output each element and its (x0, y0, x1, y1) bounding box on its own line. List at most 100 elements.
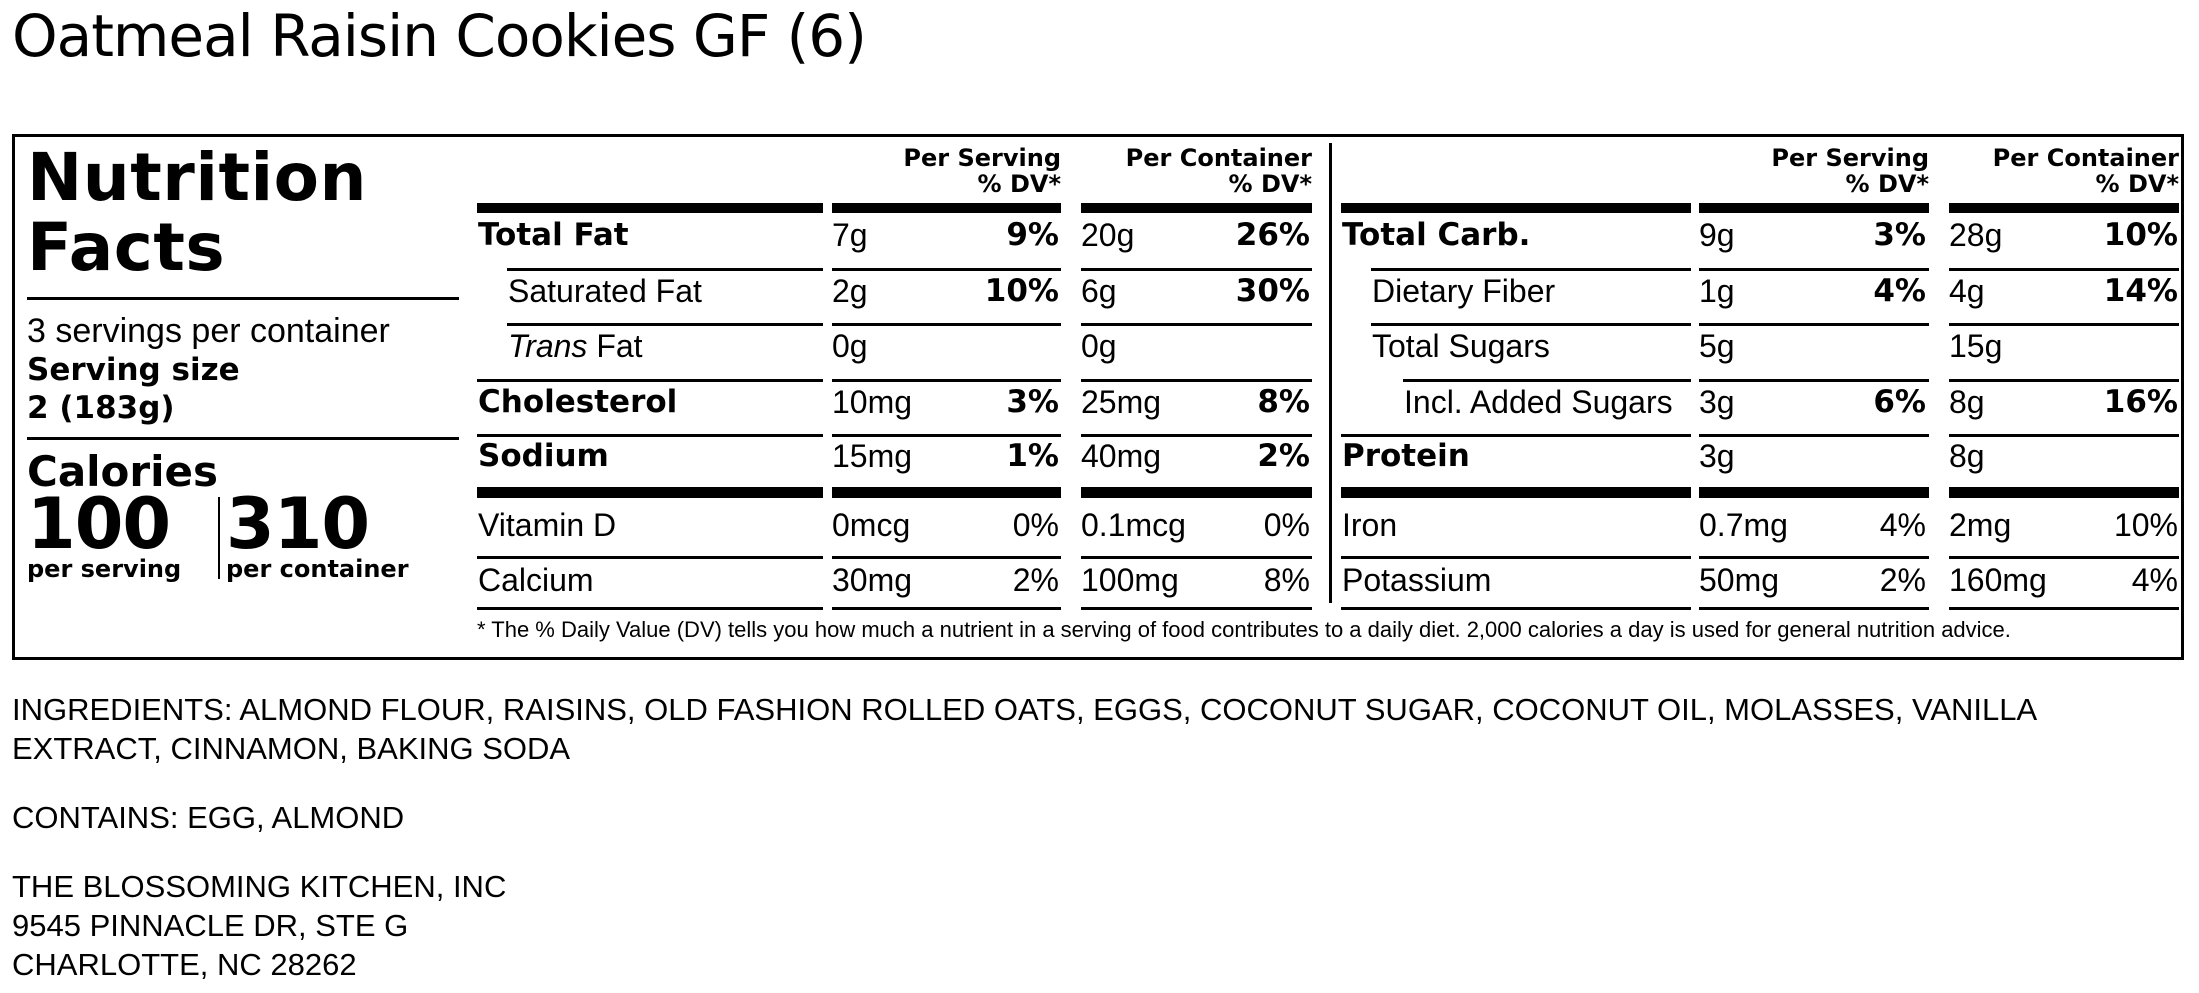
serving-amount: 5g (1699, 328, 1735, 364)
row-rule (832, 607, 1061, 610)
serving-amount: 9g (1699, 217, 1735, 253)
vitamin-thick-rule (1341, 487, 1691, 498)
row-rule (1949, 268, 2179, 271)
row-rule (507, 268, 823, 271)
nutrient-name-text: Incl. Added Sugars (1404, 384, 1673, 420)
nutrient-name-text: Total Sugars (1372, 328, 1550, 364)
row-rule (477, 379, 823, 382)
container-daily-value: 30% (1235, 273, 1310, 309)
container-amount: 100mg (1081, 562, 1179, 598)
container-daily-value: 8% (1257, 384, 1310, 420)
serving-amount: 3g (1699, 438, 1735, 474)
nutrient-name-text: Protein (1342, 438, 1470, 474)
container-daily-value: 16% (2103, 384, 2178, 420)
container-amount: 40mg (1081, 438, 1162, 474)
row-rule (1949, 556, 2179, 559)
vitamin-thick-rule (832, 487, 1061, 498)
row-rule (1081, 379, 1312, 382)
nutrient-name-text: Cholesterol (478, 384, 678, 420)
header-thick-rule (832, 203, 1061, 213)
micronutrient-name: Vitamin D (478, 507, 617, 543)
nutrient-name: Incl. Added Sugars (1404, 384, 1673, 420)
per-container-header-line-2: % DV* (1228, 170, 1312, 198)
serving-daily-value: 10% (984, 273, 1059, 309)
row-rule (1081, 556, 1312, 559)
per-serving-header-line-1: Per Serving (903, 144, 1061, 172)
nutrition-facts-label: Nutrition Facts 3 servings per container… (12, 134, 2184, 660)
row-rule (477, 556, 823, 559)
nutrition-summary: Nutrition Facts 3 servings per container… (27, 137, 459, 657)
row-rule (1371, 268, 1691, 271)
container-amount: 8g (1949, 438, 1985, 474)
serving-amount: 30mg (832, 562, 913, 598)
calories-per-container: 310 (226, 483, 370, 565)
serving-daily-value: 2% (1879, 562, 1926, 598)
calories-label: Calories (27, 447, 219, 496)
container-daily-value: 0% (1263, 507, 1310, 543)
serving-size-value: 2 (183g) (27, 390, 175, 426)
container-daily-value: 8% (1263, 562, 1310, 598)
per-serving-header-line-2: % DV* (977, 170, 1061, 198)
ingredients-line-2: EXTRACT, CINNAMON, BAKING SODA (12, 731, 571, 766)
vitamin-thick-rule (1699, 487, 1929, 498)
per-serving-caption: per serving (27, 555, 182, 583)
serving-amount: 0g (832, 328, 868, 364)
vitamin-thick-rule (477, 487, 823, 498)
nutrient-name-italic-prefix: Trans (508, 328, 588, 364)
nutrient-name: Total Carb. (1342, 217, 1530, 253)
per-container-header-line-2: % DV* (2095, 170, 2179, 198)
per-serving-header: Per Serving% DV* (1699, 145, 1929, 197)
row-rule (1699, 434, 1929, 437)
container-daily-value: 14% (2103, 273, 2178, 309)
row-rule (1949, 607, 2179, 610)
serving-amount: 7g (832, 217, 868, 253)
container-amount: 6g (1081, 273, 1117, 309)
row-rule (1081, 323, 1312, 326)
serving-amount: 2g (832, 273, 868, 309)
heading-line-1: Nutrition (27, 139, 367, 216)
per-container-header: Per Container% DV* (1949, 145, 2179, 197)
serving-daily-value: 9% (1006, 217, 1059, 253)
per-container-caption: per container (226, 555, 409, 583)
row-rule (832, 268, 1061, 271)
serving-amount: 1g (1699, 273, 1735, 309)
nutrient-name: Cholesterol (478, 384, 677, 420)
serving-daily-value: 2% (1012, 562, 1059, 598)
per-container-header: Per Container% DV* (1081, 145, 1312, 197)
manufacturer-name: THE BLOSSOMING KITCHEN, INC (12, 869, 507, 904)
serving-amount: 50mg (1699, 562, 1780, 598)
nutrient-name-text: Total Carb. (1342, 217, 1531, 253)
header-thick-rule (1699, 203, 1929, 213)
row-rule (1403, 379, 1691, 382)
container-amount: 25mg (1081, 384, 1162, 420)
nutrient-name: Protein (1342, 438, 1470, 474)
nutrient-name-text: Sodium (478, 438, 609, 474)
row-rule (1949, 434, 2179, 437)
vitamin-thick-rule (1081, 487, 1312, 498)
per-container-header-line-1: Per Container (1992, 144, 2179, 172)
row-rule (1341, 434, 1691, 437)
serving-amount: 3g (1699, 384, 1735, 420)
nutrient-name: Dietary Fiber (1372, 273, 1555, 309)
container-daily-value: 10% (2103, 217, 2178, 253)
row-rule (1081, 607, 1312, 610)
nutrient-name-text: Total Fat (478, 217, 629, 253)
micronutrient-name: Potassium (1342, 562, 1492, 598)
row-rule (1949, 379, 2179, 382)
serving-daily-value: 1% (1006, 438, 1059, 474)
nutrient-name-text: Saturated Fat (508, 273, 702, 309)
per-serving-header-line-2: % DV* (1845, 170, 1929, 198)
row-rule (507, 323, 823, 326)
divider (27, 297, 459, 300)
row-rule (1341, 607, 1691, 610)
serving-daily-value: 3% (1006, 384, 1059, 420)
container-amount: 20g (1081, 217, 1135, 253)
serving-size-label: Serving size (27, 352, 240, 388)
container-amount: 15g (1949, 328, 2003, 364)
row-rule (832, 323, 1061, 326)
micronutrient-name: Calcium (478, 562, 594, 598)
row-rule (1699, 323, 1929, 326)
container-amount: 2mg (1949, 507, 2012, 543)
row-rule (1081, 434, 1312, 437)
container-amount: 0g (1081, 328, 1117, 364)
